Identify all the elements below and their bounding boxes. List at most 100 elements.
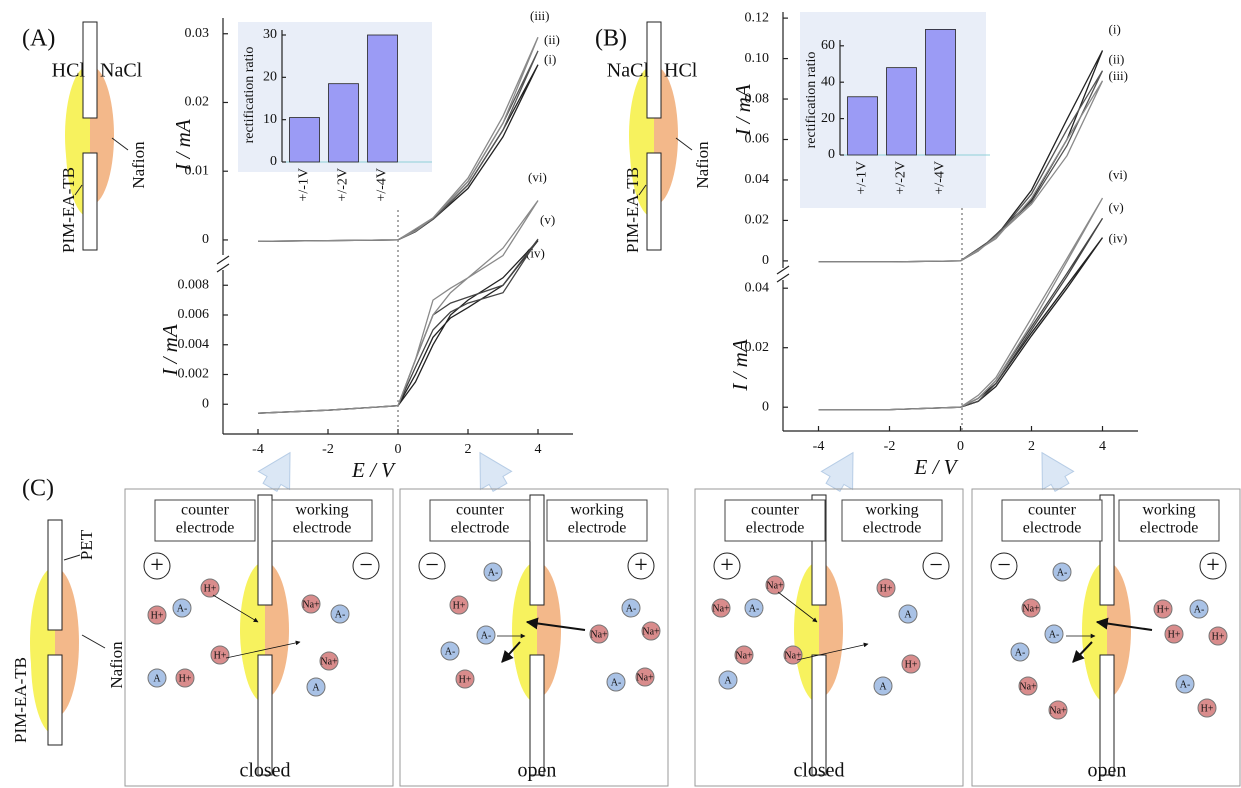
ion-label: A- <box>626 603 637 614</box>
y-axis-label: rectification ratio <box>242 47 257 144</box>
bar <box>328 83 359 163</box>
ion <box>1208 626 1228 646</box>
ion-flux-arrow <box>212 594 259 623</box>
nafion-label: Nafion <box>129 141 148 189</box>
ion-label: H+ <box>880 583 893 594</box>
counter-label: counter <box>1028 502 1077 519</box>
y-tick-label: 0 <box>762 253 769 268</box>
polarity-sign: − <box>359 553 373 579</box>
ion-label: H+ <box>1201 703 1214 714</box>
polarity-sign: + <box>1206 553 1220 579</box>
ion <box>330 604 350 624</box>
panel-label: (C) <box>22 476 54 502</box>
ion <box>898 604 918 624</box>
ion-label: H+ <box>1212 631 1225 642</box>
ion-label: Na+ <box>712 603 730 614</box>
ion-label: A- <box>1194 604 1205 615</box>
ion <box>1010 642 1030 662</box>
solution-label: HCl <box>664 60 698 82</box>
ion <box>589 624 609 644</box>
ion-label: A <box>724 675 732 686</box>
counter-label: counter <box>181 502 230 519</box>
ion-label: Na+ <box>320 656 338 667</box>
ion <box>621 598 641 618</box>
y-tick-label: 40 <box>821 74 835 89</box>
ion-label: A- <box>1015 647 1026 658</box>
ion-label: Na+ <box>1049 705 1067 716</box>
y-tick-label: 0.03 <box>185 26 210 41</box>
y-tick-label: 20 <box>263 70 277 85</box>
ion-label: A- <box>1180 679 1191 690</box>
curve-label: (iv) <box>1109 231 1128 246</box>
y-tick-label: 0.08 <box>745 91 770 106</box>
electrode <box>646 21 662 119</box>
polarity-circle <box>990 552 1018 580</box>
y-tick-label: 60 <box>821 38 835 53</box>
ion <box>744 598 764 618</box>
electrode <box>529 654 545 776</box>
pim-label: PIM-EA-TB <box>623 167 642 253</box>
ion-flux-arrow <box>1095 617 1153 631</box>
ion-label: A- <box>749 603 760 614</box>
nafion-label: Nafion <box>107 641 126 689</box>
y-tick-label: 0.04 <box>745 280 770 295</box>
y-tick-label: 10 <box>263 112 277 127</box>
ion-label: H+ <box>1168 629 1181 640</box>
y-tick-label: 0 <box>202 396 209 411</box>
ion <box>319 651 339 671</box>
electrode <box>47 519 63 631</box>
y-axis-label: I / mA <box>158 324 182 376</box>
polarity-circle <box>1199 552 1227 580</box>
y-axis-label: I / mA <box>731 84 755 136</box>
ion-label: H+ <box>179 673 192 684</box>
pim-label: PIM-EA-TB <box>59 167 78 253</box>
x-tick-label: 4 <box>535 442 542 457</box>
pointer <box>74 184 83 196</box>
polarity-circle <box>143 552 171 580</box>
polarity-sign: + <box>150 553 164 579</box>
curve-label: (i) <box>544 52 556 67</box>
x-tick-label: -4 <box>813 439 825 454</box>
polarity-sign: − <box>997 553 1011 579</box>
ion <box>718 670 738 690</box>
ion <box>210 645 230 665</box>
ion-flux-arrow <box>501 641 521 663</box>
pointer <box>675 137 693 151</box>
ion <box>200 578 220 598</box>
curve-label: (iii) <box>1109 68 1129 83</box>
ion-label: H+ <box>459 674 472 685</box>
pim-label: PIM-EA-TB <box>11 657 30 743</box>
y-tick-label: 0.01 <box>185 163 210 178</box>
curve <box>818 237 1104 411</box>
working-label: electrode <box>293 520 352 537</box>
electrode <box>82 152 98 251</box>
ion-label: A- <box>481 630 492 641</box>
ion <box>1164 624 1184 644</box>
bar <box>847 96 878 156</box>
y-axis-label: rectification ratio <box>804 52 819 149</box>
counter-label: electrode <box>176 520 235 537</box>
ion-label: A <box>904 609 912 620</box>
ion <box>440 641 460 661</box>
solution-label: NaCl <box>100 60 143 82</box>
state-label: open <box>1088 760 1127 782</box>
ion <box>765 575 785 595</box>
counter-label: counter <box>456 502 505 519</box>
pointer <box>638 184 647 196</box>
ion-label: H+ <box>204 583 217 594</box>
curve-label: (vi) <box>528 169 547 184</box>
y-tick-label: 0 <box>202 232 209 247</box>
y-tick-label: 0.002 <box>178 367 210 382</box>
y-tick-label: 0.12 <box>745 10 770 25</box>
polarity-circle <box>713 552 741 580</box>
pet-label: PET <box>77 529 96 560</box>
polarity-circle <box>922 552 950 580</box>
x-tick-label: -4 <box>252 442 264 457</box>
ion <box>641 621 661 641</box>
ion <box>455 669 475 689</box>
x-tick-label: +/-2V <box>336 168 351 202</box>
ion <box>873 676 893 696</box>
working-label: electrode <box>568 520 627 537</box>
bar <box>925 29 956 156</box>
ion-flux-arrow <box>777 591 818 623</box>
